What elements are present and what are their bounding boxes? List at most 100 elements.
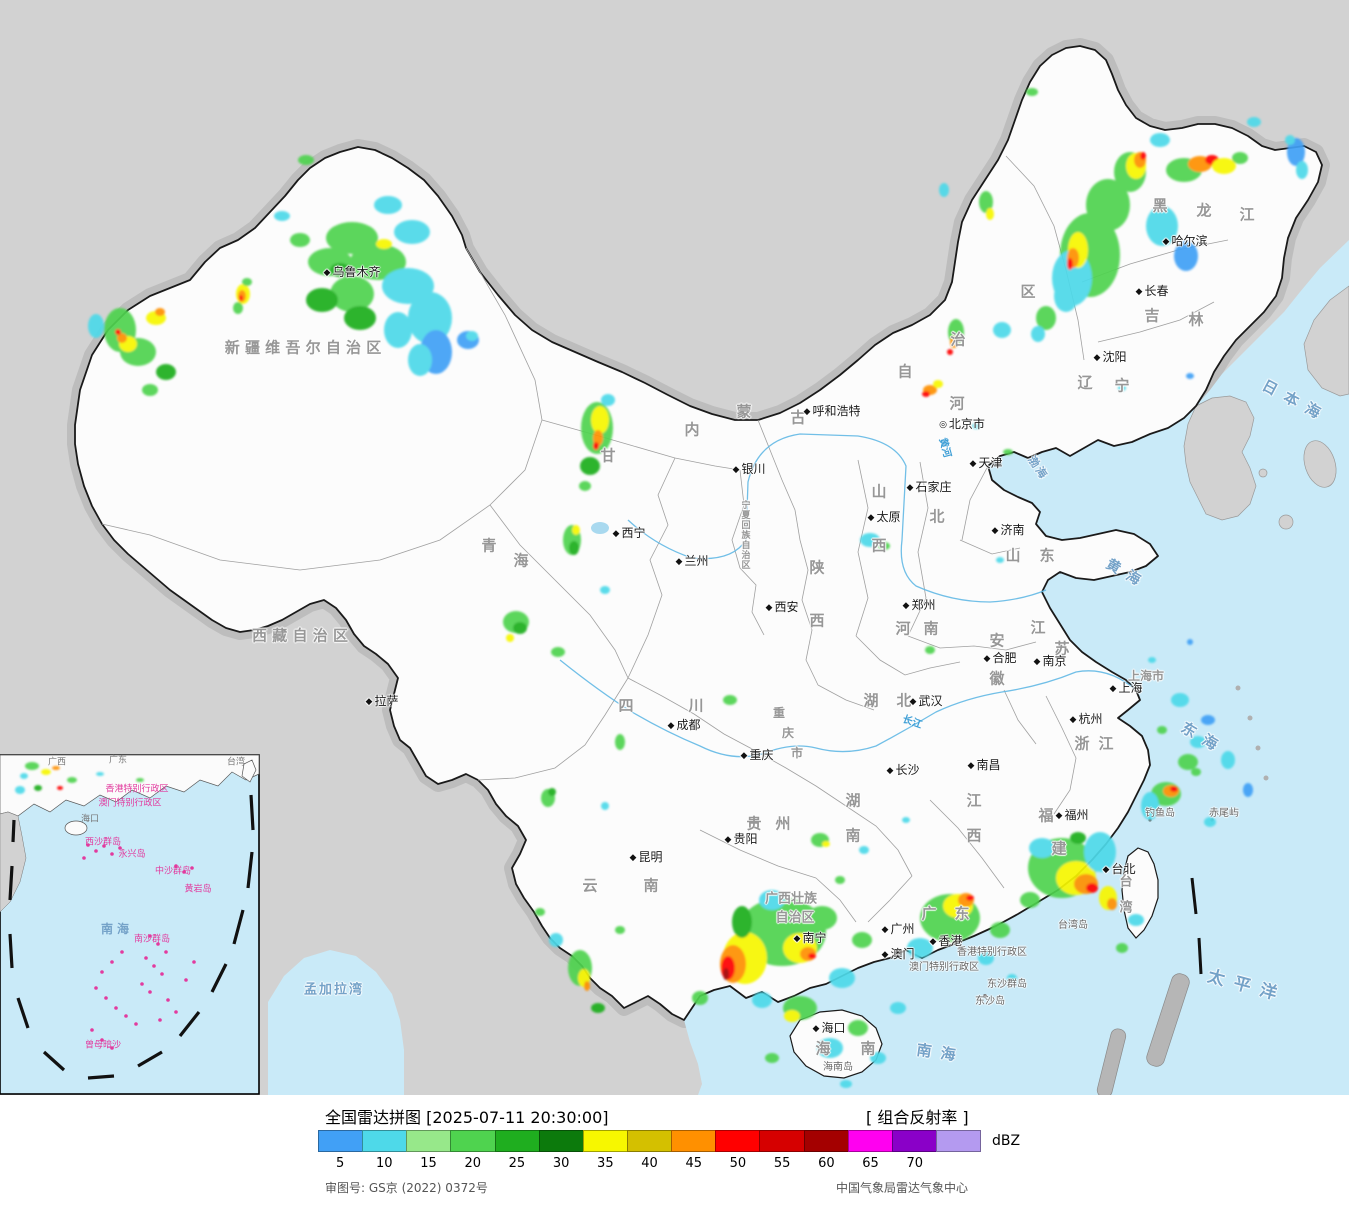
radar-echo: [890, 1002, 906, 1014]
radar-echo: [549, 933, 563, 947]
radar-echo-layer: [88, 88, 1308, 1088]
japan-landmass: [1303, 285, 1349, 397]
radar-echo: [117, 333, 127, 343]
radar-echo: [551, 647, 565, 657]
radar-echo: [156, 364, 176, 380]
colorbar-segment: [406, 1130, 452, 1152]
qinghai-lake: [591, 522, 609, 534]
colorbar-tick: 45: [685, 1156, 702, 1171]
island-dot: [190, 866, 194, 870]
radar-echo: [52, 766, 60, 770]
radar-echo: [506, 634, 514, 642]
island-dot: [164, 950, 168, 954]
radar-echo: [1285, 135, 1295, 145]
radar-echo: [1070, 832, 1086, 844]
radar-echo: [579, 481, 591, 491]
radar-echo: [96, 772, 104, 776]
radar-echo: [1128, 914, 1144, 926]
radar-echo: [1212, 158, 1236, 174]
radar-echo: [1084, 832, 1116, 872]
island-dot: [110, 1046, 114, 1050]
colorbar-tick: 70: [906, 1156, 924, 1171]
radar-echo: [822, 841, 830, 847]
radar-echo: [20, 773, 28, 779]
review-number: 审图号: GS京 (2022) 0372号: [325, 1181, 488, 1195]
inset-radar-echo-layer: [15, 762, 144, 794]
radar-echo: [67, 777, 77, 783]
radar-echo: [784, 1010, 800, 1022]
colorbar-tick: [937, 1156, 981, 1171]
radar-echo: [1221, 751, 1235, 769]
inset-china-land: [0, 754, 260, 817]
luzon-island: [1146, 973, 1190, 1067]
island-dot: [94, 986, 98, 990]
radar-echo: [1146, 206, 1178, 246]
colorbar-tick: 30: [552, 1156, 570, 1171]
radar-echo: [344, 306, 376, 330]
radar-echo: [922, 391, 930, 397]
radar-echo: [1086, 179, 1130, 231]
radar-echo: [57, 786, 63, 790]
radar-echo: [408, 344, 432, 376]
radar-echo: [330, 276, 374, 312]
radar-echo: [572, 525, 580, 535]
island-dot: [100, 970, 104, 974]
island-dot: [160, 972, 164, 976]
radar-echo: [1287, 138, 1305, 166]
radar-echo: [979, 191, 993, 213]
inset-taiwan: [241, 759, 257, 783]
radar-echo: [1187, 639, 1193, 645]
radar-echo: [239, 295, 243, 301]
radar-echo: [732, 906, 752, 938]
island-dot: [156, 942, 160, 946]
radar-echo: [15, 786, 25, 794]
island-dot: [114, 1006, 118, 1010]
radar-echo: [1201, 715, 1215, 725]
radar-echo: [593, 430, 603, 446]
colorbar-segment: [538, 1130, 584, 1152]
legend-panel: 全国雷达拼图 [2025-07-11 20:30:00] [ 组合反射率 ] d…: [0, 1095, 1349, 1208]
radar-echo: [1186, 373, 1194, 379]
island-dot: [118, 846, 122, 850]
colorbar: [318, 1130, 982, 1152]
ryukyu-islands: [1235, 685, 1269, 781]
radar-echo: [807, 906, 837, 930]
product-label: [ 组合反射率 ]: [866, 1108, 969, 1127]
radar-echo: [374, 196, 402, 214]
radar-echo: [584, 981, 590, 991]
colorbar-tick: 65: [862, 1156, 879, 1171]
colorbar-tick: 5: [335, 1156, 345, 1171]
radar-echo: [692, 991, 708, 1005]
radar-echo: [765, 1053, 779, 1063]
unit-label: dBZ: [992, 1133, 1021, 1149]
colorbar-tick: 60: [818, 1156, 835, 1171]
radar-echo: [1232, 152, 1248, 164]
radar-echo: [1026, 88, 1038, 96]
island-dot: [102, 844, 106, 848]
colorbar-tick: 40: [641, 1156, 658, 1171]
island-dot: [134, 1022, 138, 1026]
radar-echo: [860, 533, 880, 547]
rivers: [559, 433, 1137, 758]
radar-echo: [1170, 786, 1178, 792]
island-dot: [140, 982, 144, 986]
radar-echo: [817, 1038, 843, 1058]
island-dot: [94, 849, 98, 853]
radar-echo: [1116, 943, 1128, 953]
radar-echo: [1007, 974, 1017, 982]
radar-echo: [996, 557, 1004, 563]
island-dot: [90, 1028, 94, 1032]
radar-echo: [274, 211, 290, 221]
radar-echo: [34, 785, 42, 791]
radar-echo: [808, 953, 816, 959]
radar-echo: [1067, 258, 1073, 270]
radar-echo: [925, 646, 935, 654]
korea-landmass: [1183, 395, 1257, 521]
radar-echo: [1174, 241, 1198, 271]
radar-echo: [376, 239, 392, 249]
island-dot: [104, 996, 108, 1000]
colorbar-tick: 50: [729, 1156, 747, 1171]
radar-echo: [615, 926, 625, 934]
radar-echo: [1036, 306, 1056, 330]
island-dot: [166, 998, 170, 1002]
